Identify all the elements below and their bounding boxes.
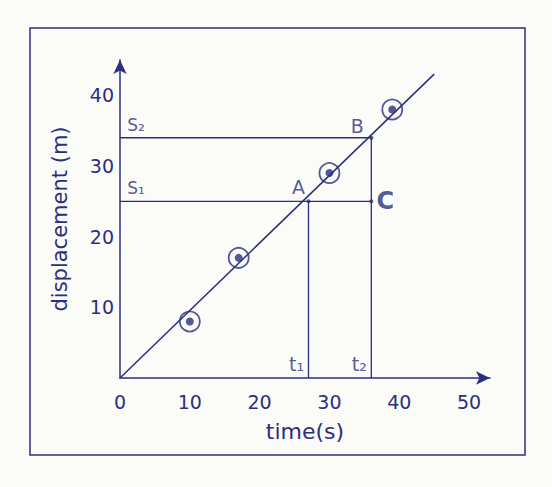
svg-text:time(s): time(s) — [266, 419, 344, 444]
svg-text:displacement (m): displacement (m) — [48, 126, 72, 311]
svg-text:10: 10 — [178, 391, 202, 413]
svg-text:10: 10 — [90, 296, 114, 318]
svg-text:40: 40 — [387, 391, 411, 413]
svg-text:t₂: t₂ — [352, 353, 367, 375]
svg-text:0: 0 — [114, 391, 126, 413]
svg-text:C: C — [377, 187, 395, 215]
svg-text:A: A — [292, 176, 305, 198]
svg-text:30: 30 — [90, 155, 114, 177]
svg-text:S₁: S₁ — [127, 178, 145, 198]
svg-text:30: 30 — [317, 391, 341, 413]
svg-text:50: 50 — [457, 391, 481, 413]
svg-text:t₁: t₁ — [289, 353, 304, 375]
svg-text:20: 20 — [90, 226, 114, 248]
svg-text:40: 40 — [90, 84, 114, 106]
svg-text:S₂: S₂ — [127, 115, 145, 135]
svg-text:B: B — [351, 115, 364, 137]
svg-text:20: 20 — [248, 391, 272, 413]
